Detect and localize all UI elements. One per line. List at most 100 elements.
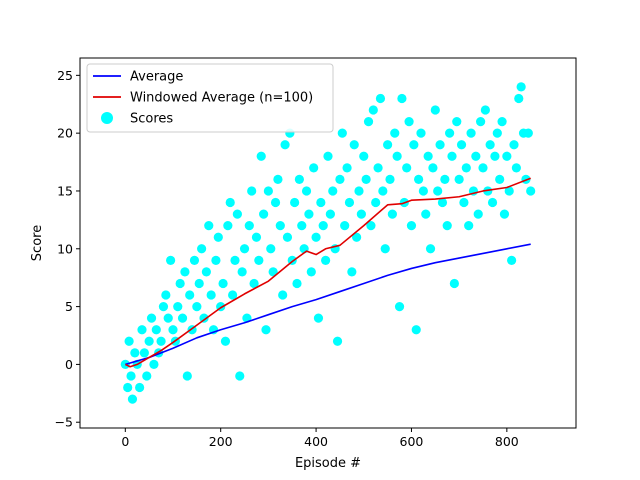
score-point	[161, 290, 171, 300]
score-point	[297, 221, 307, 231]
score-point	[378, 186, 388, 196]
score-point	[185, 290, 195, 300]
x-tick-label: 200	[209, 434, 233, 449]
score-point	[263, 186, 273, 196]
score-point	[294, 174, 304, 185]
score-point	[218, 278, 228, 289]
score-point	[168, 325, 178, 335]
score-point	[182, 371, 192, 381]
y-tick-label: 20	[57, 126, 73, 141]
score-point	[228, 290, 238, 300]
score-point	[247, 186, 257, 196]
score-point	[309, 163, 319, 173]
score-point	[490, 151, 500, 161]
score-point	[416, 128, 426, 138]
score-point	[173, 301, 183, 312]
legend-swatch-scores	[101, 112, 113, 124]
x-tick-label: 0	[121, 434, 129, 449]
score-point	[282, 232, 293, 242]
score-point	[292, 278, 302, 289]
score-point	[130, 348, 140, 358]
score-point	[366, 221, 376, 231]
y-tick-label: 25	[57, 68, 73, 83]
score-point	[449, 278, 459, 289]
score-point	[440, 174, 450, 185]
score-point	[387, 209, 397, 219]
score-point	[273, 174, 283, 185]
score-point	[318, 221, 328, 231]
score-point	[321, 255, 331, 265]
score-point	[352, 232, 362, 242]
score-point	[304, 209, 314, 219]
score-point	[478, 163, 488, 173]
score-point	[280, 140, 290, 150]
score-point	[194, 278, 204, 289]
score-point	[259, 209, 269, 219]
y-tick-label: 10	[57, 241, 73, 256]
score-point	[511, 163, 521, 173]
x-axis: 0 200 400 600 800	[121, 428, 519, 449]
score-point	[220, 336, 231, 346]
score-point	[509, 140, 519, 150]
score-point	[335, 174, 345, 185]
score-point	[423, 151, 433, 161]
score-point	[361, 174, 371, 185]
score-point	[180, 267, 190, 277]
score-point	[142, 371, 152, 381]
score-point	[347, 267, 357, 277]
score-point	[254, 255, 264, 265]
score-point	[301, 186, 312, 196]
score-point	[249, 278, 259, 289]
score-point	[371, 197, 381, 208]
score-point	[406, 221, 417, 231]
x-tick-label: 600	[400, 434, 424, 449]
score-point	[163, 313, 173, 323]
score-point	[390, 128, 400, 138]
score-point	[476, 116, 486, 127]
score-point	[139, 348, 149, 358]
score-point	[166, 255, 176, 265]
score-point	[454, 174, 464, 185]
score-point	[418, 186, 428, 196]
score-point	[127, 394, 138, 404]
legend-label-average: Average	[130, 70, 183, 85]
score-point	[473, 209, 483, 219]
score-point	[342, 163, 352, 173]
score-point	[349, 140, 359, 150]
score-point	[144, 336, 154, 346]
score-point	[151, 325, 161, 335]
score-point	[356, 209, 366, 219]
average-line	[125, 243, 531, 366]
score-point	[442, 221, 452, 231]
score-point	[380, 244, 390, 254]
score-point	[471, 151, 481, 161]
score-point	[211, 255, 221, 265]
score-point	[232, 209, 242, 219]
score-point	[126, 371, 136, 381]
score-point	[156, 336, 166, 346]
series-layer	[120, 82, 536, 404]
score-point	[213, 232, 223, 242]
score-point	[149, 359, 159, 370]
score-point	[316, 197, 326, 208]
score-point	[394, 301, 405, 312]
legend-box	[86, 63, 334, 133]
score-point	[375, 93, 386, 104]
score-point	[306, 267, 316, 277]
score-point	[411, 325, 421, 335]
x-tick-label: 400	[304, 434, 328, 449]
score-point	[516, 82, 526, 92]
score-point	[466, 128, 476, 138]
score-point	[266, 244, 276, 254]
score-point	[359, 151, 369, 161]
score-point	[502, 151, 512, 161]
legend: Average Windowed Average (n=100) Scores	[86, 63, 334, 133]
score-point	[325, 209, 335, 219]
score-point	[373, 163, 383, 173]
score-point	[414, 174, 424, 185]
score-point	[464, 221, 474, 231]
score-point	[225, 197, 235, 208]
y-axis: −5 0 5 10 15 20 25	[55, 68, 80, 430]
score-point	[459, 197, 469, 208]
score-point	[461, 163, 471, 173]
